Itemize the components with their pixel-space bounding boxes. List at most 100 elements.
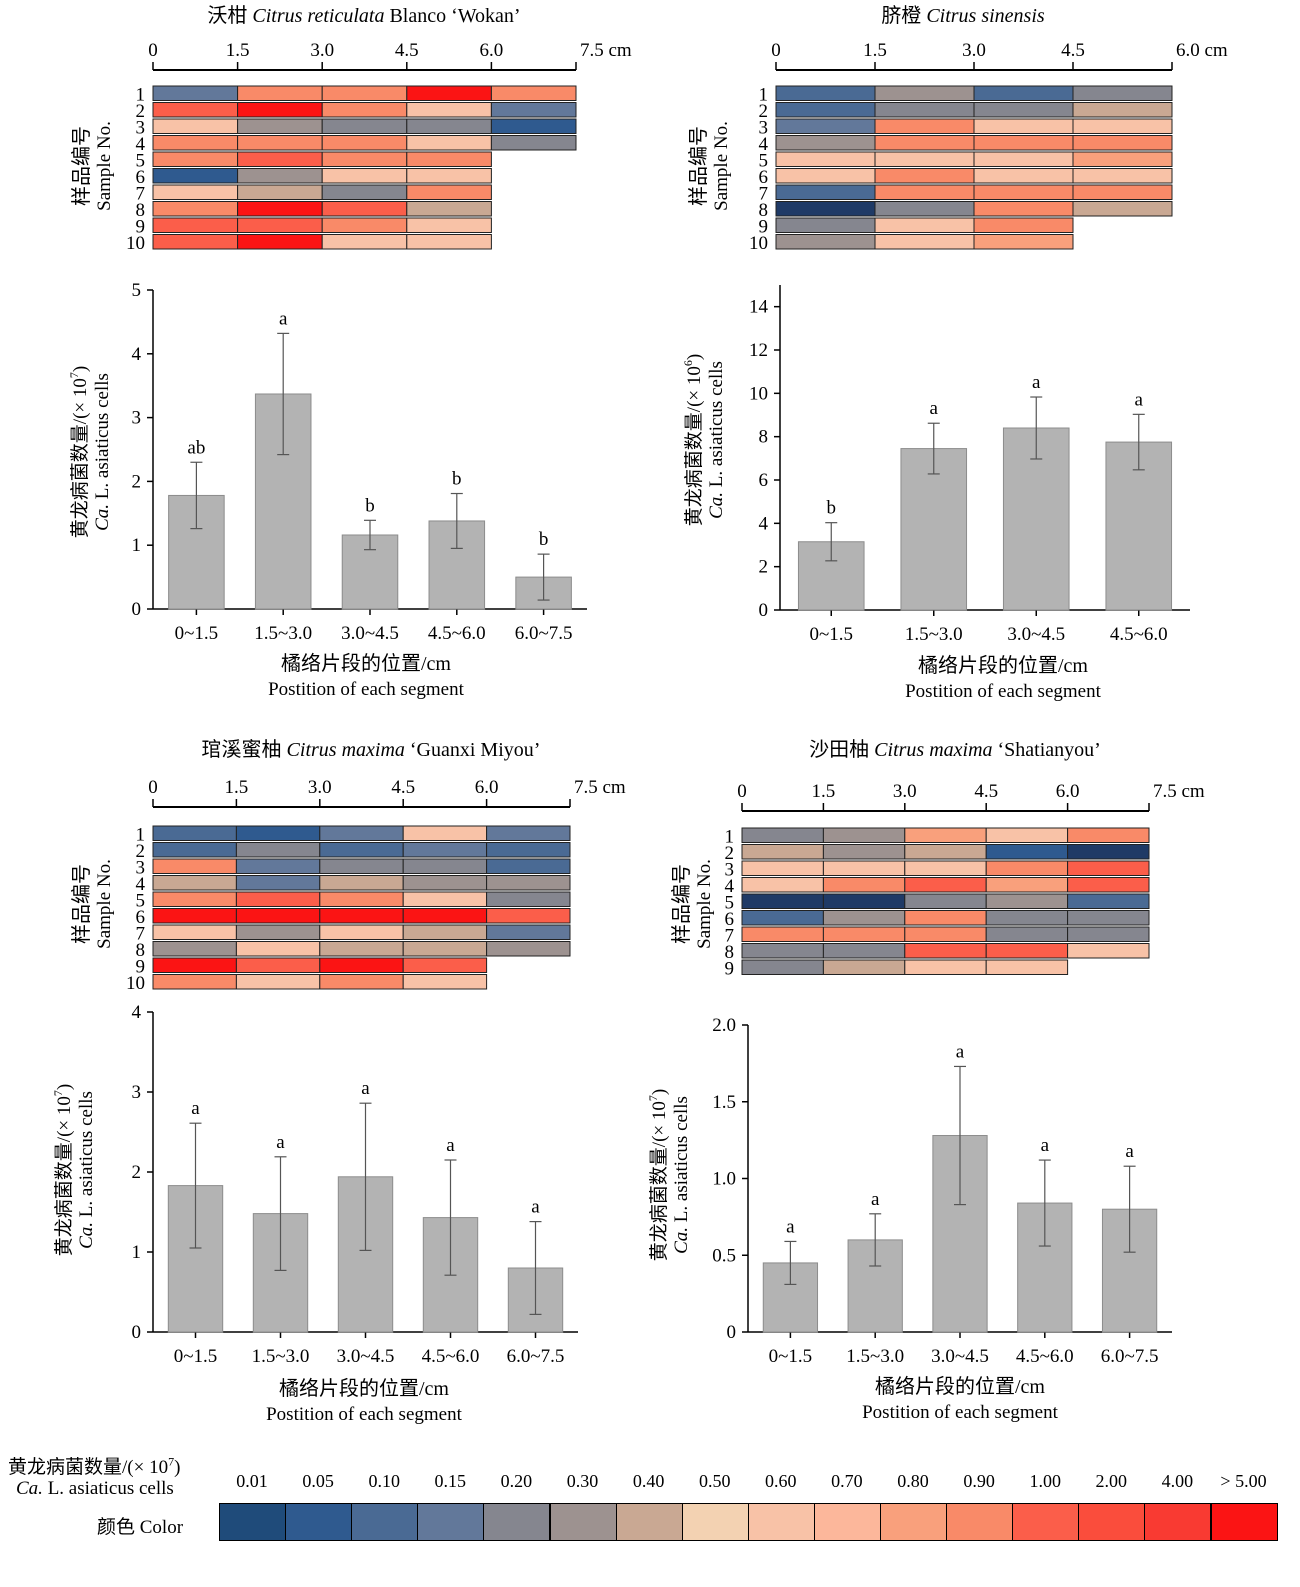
heatmap-cell [235, 941, 321, 957]
heatmap-cell [904, 959, 987, 975]
x-tick-label: 3.0~4.5 [1007, 624, 1065, 645]
y-tick-label: 3 [132, 408, 142, 429]
bar [900, 448, 968, 611]
heatmap-cell [741, 893, 824, 909]
heatmap-cell [406, 168, 492, 184]
heatmap-cell [321, 118, 408, 134]
heatmap-cell [775, 102, 876, 118]
heatmap-cell [237, 201, 323, 217]
heatmap-cell [321, 85, 408, 101]
heatmap-title-species: Citrus maxima [874, 739, 992, 761]
legend-swatch [1078, 1503, 1146, 1541]
heatmap-cell [152, 118, 239, 134]
heatmap-cell [486, 858, 571, 874]
heatmap-cell [319, 858, 404, 874]
heatmap-cell [321, 217, 408, 233]
sample-number-label: 1 [136, 85, 146, 106]
sample-number-label: 7 [136, 924, 146, 945]
heatmap-cell [319, 891, 404, 907]
heatmap-cell [402, 957, 488, 973]
heatmap-cell [775, 184, 876, 200]
heatmap-ylabel-en: Sample No. [711, 121, 732, 211]
heatmap-cell [152, 891, 237, 907]
heatmap-cell [904, 893, 987, 909]
heatmap-cell [237, 85, 323, 101]
bar-xlabel-cn: 橘络片段的位置/cm [279, 1377, 449, 1400]
significance-letter: a [1135, 389, 1144, 410]
heatmap-cell [904, 910, 987, 926]
y-tick-label: 2.0 [712, 1015, 736, 1036]
sample-number-label: 4 [725, 876, 735, 897]
sample-number-label: 8 [136, 940, 146, 961]
significance-letter: a [361, 1078, 370, 1099]
sample-number-label: 2 [759, 101, 769, 122]
sample-number-label: 8 [136, 200, 146, 221]
heatmap-title-cn: 琯溪蜜柚 [202, 738, 287, 761]
heatmap-cell [237, 234, 323, 250]
legend-title-cn: 黄龙病菌数量/(× 107) [8, 1454, 181, 1478]
heatmap-cell [822, 943, 906, 959]
heatmap-title-cn: 脐橙 [881, 4, 926, 27]
heatmap-title-cultivar: Blanco ‘Wokan’ [384, 5, 520, 27]
sample-number-label: 2 [136, 841, 146, 862]
heatmap-tick-label: 0 [148, 40, 158, 61]
heatmap-cell [319, 908, 404, 924]
bar-ylabel-en-italic: Ca. [706, 492, 727, 519]
heatmap-cell [486, 825, 571, 841]
sample-number-label: 6 [136, 907, 146, 928]
heatmap-cell [235, 875, 321, 891]
sample-number-label: 3 [759, 118, 769, 139]
legend-color-label: 颜色 Color [97, 1517, 184, 1538]
bar-ylabel-cn: 黄龙病菌数量/(× 107) [646, 1089, 670, 1261]
heatmap-cell [822, 893, 906, 909]
sample-number-label: 3 [136, 118, 146, 139]
y-tick-label: 8 [759, 427, 769, 448]
heatmap-cell [874, 151, 975, 167]
sample-number-label: 7 [725, 926, 735, 947]
y-tick-label: 0.5 [712, 1245, 736, 1266]
heatmap-cell [904, 877, 987, 893]
legend-swatch [483, 1503, 551, 1541]
y-tick-label: 12 [749, 340, 768, 361]
heatmap-cell [741, 943, 824, 959]
heatmap-tick-label: 0 [148, 777, 158, 798]
heatmap-cell [235, 842, 321, 858]
y-tick-label: 1 [132, 1242, 142, 1263]
heatmap-title-species: Citrus reticulata [252, 5, 384, 27]
y-tick-label: 5 [132, 280, 142, 301]
bar-ylabel-en: Ca. L. asiaticus cells [92, 373, 113, 531]
x-tick-label: 3.0~4.5 [931, 1346, 989, 1367]
x-tick-label: 0~1.5 [809, 624, 853, 645]
heatmap-tick-label: 4.5 [391, 777, 415, 798]
heatmap-cell [402, 825, 488, 841]
bar-ylabel: 黄龙病菌数量/(× 107)Ca. L. asiaticus cells [67, 366, 113, 538]
heatmap-cell [1067, 893, 1150, 909]
heatmap-tick-label: 1.5 [225, 777, 249, 798]
x-tick-label: 0~1.5 [175, 623, 219, 644]
heatmap-panel-2: 脐橙 Citrus sinensis 0 1.5 3.0 4.5 6.0 cm 123456… [687, 4, 1228, 254]
heatmap-title-cultivar: ‘Shatianyou’ [993, 739, 1101, 761]
bar-xlabel-en: Postition of each segment [268, 679, 464, 700]
bar-ylabel: 黄龙病菌数量/(× 107)Ca. L. asiaticus cells [646, 1089, 692, 1261]
heatmap-cell [402, 924, 488, 940]
bar-ylabel-cn: 黄龙病菌数量/(× 107) [51, 1084, 75, 1256]
legend-swatch [681, 1503, 749, 1541]
legend-tick-label: 1.00 [1029, 1471, 1061, 1491]
heatmap-tick-label: 3.0 [893, 781, 917, 802]
heatmap-cell [904, 844, 987, 860]
heatmap-cell [319, 941, 404, 957]
legend-tick-label: 0.70 [831, 1471, 863, 1491]
heatmap-cell [237, 151, 323, 167]
heatmap-cell [152, 957, 237, 973]
y-tick-label: 1 [132, 535, 142, 556]
heatmap-panel-3: 琯溪蜜柚 Citrus maxima ‘Guanxi Miyou’ 0 1.5 3.0… [70, 738, 626, 994]
heatmap-cell [319, 924, 404, 940]
sample-number-label: 1 [725, 827, 735, 848]
heatmap-cell [822, 844, 906, 860]
heatmap-cell [402, 842, 488, 858]
heatmap-cell [985, 893, 1069, 909]
heatmap-cell [1072, 85, 1173, 101]
figure: 沃柑 Citrus reticulata Blanco ‘Wokan’ 0 1.5 3… [51, 4, 1228, 1425]
sample-number-label: 5 [136, 891, 146, 912]
heatmap-cell [486, 941, 571, 957]
